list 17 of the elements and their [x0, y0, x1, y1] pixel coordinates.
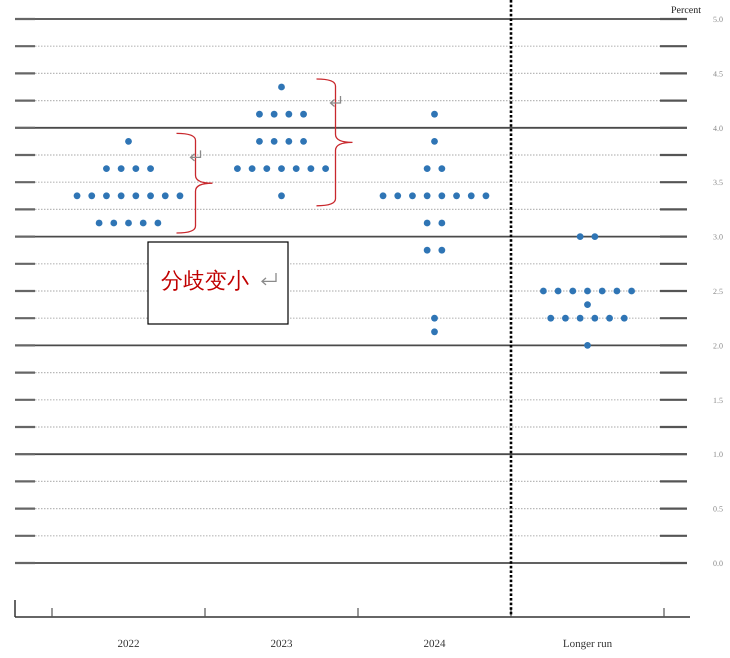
y-tick-label: 2.0: [713, 341, 723, 350]
y-tick-label: 0.0: [713, 559, 723, 568]
y-tick-label: 1.5: [713, 396, 723, 405]
y-axis-title: Percent: [671, 5, 702, 16]
y-tick-label: 3.0: [713, 232, 723, 242]
y-tick-label: 3.5: [713, 178, 723, 188]
x-tick-label: 2022: [118, 638, 140, 650]
x-tick-label: 2023: [270, 638, 293, 650]
y-tick-label: 5.0: [713, 15, 723, 24]
x-tick-label: Longer run: [562, 638, 613, 650]
y-tick-label: 2.5: [713, 287, 723, 296]
y-tick-label: 1.0: [713, 450, 723, 460]
annotation: 分歧变小: [161, 269, 249, 294]
y-tick-label: 4.0: [713, 124, 723, 133]
x-tick-label: 2024: [424, 638, 446, 650]
y-tick-label: 0.5: [713, 504, 723, 514]
y-tick-label: 4.5: [713, 69, 723, 78]
